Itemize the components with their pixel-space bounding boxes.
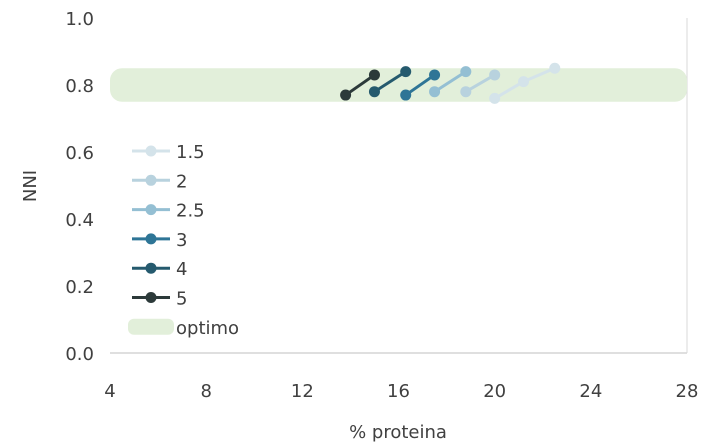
legend-label: 2.5 bbox=[176, 201, 205, 222]
legend-item-5: 5 bbox=[132, 289, 187, 310]
data-point-2-0 bbox=[460, 86, 472, 98]
x-tick-label: 24 bbox=[579, 381, 602, 402]
legend-item-2.5: 2.5 bbox=[132, 201, 205, 222]
x-tick-label: 20 bbox=[483, 381, 506, 402]
legend-item-2: 2 bbox=[132, 171, 187, 192]
legend-marker bbox=[145, 233, 157, 245]
legend-marker bbox=[145, 174, 157, 186]
data-point-2-1 bbox=[489, 69, 501, 81]
x-axis-title: % proteina bbox=[349, 422, 447, 443]
data-point-5-0 bbox=[340, 89, 352, 101]
data-point-3-1 bbox=[429, 69, 441, 81]
y-tick-label: 0.0 bbox=[65, 344, 94, 365]
legend-item-1.5: 1.5 bbox=[132, 142, 205, 163]
legend-label: 3 bbox=[176, 230, 187, 251]
data-point-1.5-1 bbox=[518, 76, 530, 88]
y-tick-label: 0.6 bbox=[65, 143, 94, 164]
optimum-band-layer bbox=[110, 68, 687, 102]
x-tick-label: 8 bbox=[200, 381, 211, 402]
y-tick-labels: 0.0 0.2 0.4 0.6 0.8 1.0 bbox=[65, 9, 94, 365]
legend: 1.5 2 2.5 3 4 5 optimo bbox=[128, 142, 239, 339]
data-point-2.5-0 bbox=[429, 86, 441, 98]
series-line-3 bbox=[404, 73, 436, 97]
data-point-3-0 bbox=[400, 89, 412, 101]
data-point-4-1 bbox=[400, 66, 412, 78]
series-line-4 bbox=[373, 70, 407, 93]
plot-frame bbox=[110, 18, 688, 354]
x-tick-label: 28 bbox=[676, 381, 699, 402]
data-point-2.5-1 bbox=[460, 66, 472, 78]
data-point-1.5-2 bbox=[549, 62, 561, 74]
x-tick-label: 12 bbox=[291, 381, 314, 402]
legend-item-optimo: optimo bbox=[128, 318, 239, 339]
series-4 bbox=[368, 66, 412, 98]
legend-marker bbox=[145, 145, 157, 157]
legend-item-4: 4 bbox=[132, 259, 187, 280]
legend-marker bbox=[145, 292, 157, 303]
x-tick-labels: 4 8 12 16 20 24 28 bbox=[104, 381, 698, 402]
legend-label: optimo bbox=[176, 318, 239, 339]
series-3 bbox=[400, 69, 441, 101]
x-tick-label: 16 bbox=[387, 381, 410, 402]
legend-marker bbox=[145, 262, 157, 274]
data-point-4-0 bbox=[368, 86, 380, 98]
legend-label: 1.5 bbox=[176, 142, 205, 163]
series-line-2.5 bbox=[433, 70, 467, 93]
series-line-2 bbox=[465, 73, 496, 93]
series-layer bbox=[340, 62, 561, 104]
x-tick-label: 4 bbox=[104, 381, 115, 402]
y-tick-label: 0.2 bbox=[65, 277, 94, 298]
series-2.5 bbox=[429, 66, 472, 98]
legend-label: 5 bbox=[176, 289, 187, 310]
y-axis-title: NNI bbox=[20, 170, 41, 202]
y-tick-label: 1.0 bbox=[65, 9, 94, 30]
legend-band-swatch bbox=[128, 318, 174, 335]
y-tick-label: 0.4 bbox=[65, 210, 94, 231]
series-5 bbox=[340, 69, 380, 101]
data-point-1.5-0 bbox=[489, 92, 501, 104]
legend-label: 4 bbox=[176, 259, 187, 280]
series-2 bbox=[460, 69, 501, 98]
y-tick-label: 0.8 bbox=[65, 76, 94, 97]
legend-label: 2 bbox=[176, 171, 187, 192]
data-point-5-1 bbox=[368, 69, 380, 81]
legend-item-3: 3 bbox=[132, 230, 187, 251]
legend-marker bbox=[145, 204, 157, 216]
optimum-band bbox=[110, 68, 687, 102]
series-line-5 bbox=[344, 73, 376, 97]
series-1.5 bbox=[489, 62, 561, 104]
